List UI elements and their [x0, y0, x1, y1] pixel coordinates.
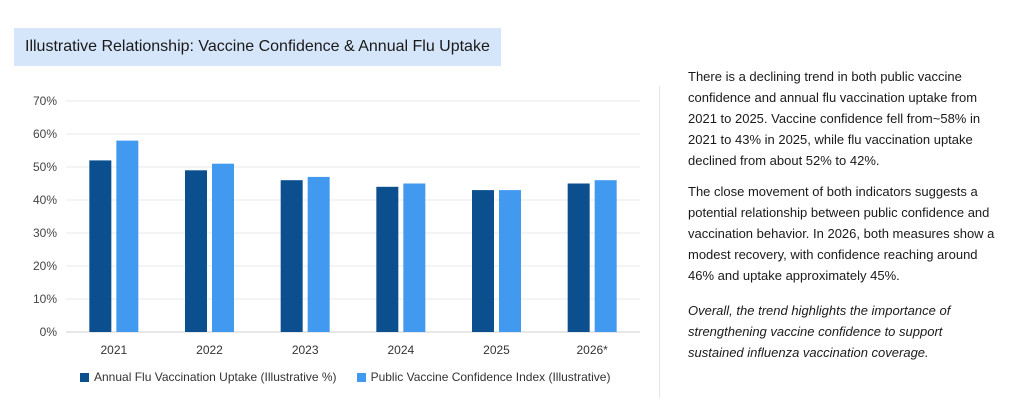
summary-paragraph-3: Overall, the trend highlights the import…	[688, 303, 951, 360]
summary-paragraph-1: There is a declining trend in both publi…	[688, 69, 981, 168]
bar-uptake-2021	[89, 160, 112, 332]
x-tick-label: 2025	[483, 343, 510, 357]
bar-confidence-2022	[212, 163, 234, 332]
legend-item-confidence: Public Vaccine Confidence Index (Illustr…	[356, 370, 611, 384]
y-tick-label: 50%	[33, 160, 57, 174]
bar-chart: 0% 10% 20% 30% 40% 50% 60% 70% 2021 2022 2023 2024 2…	[33, 94, 640, 357]
summary-text-panel: There is a declining trend in both publi…	[688, 66, 998, 373]
legend-label-uptake: Annual Flu Vaccination Uptake (Illustrat…	[94, 370, 337, 384]
bar-uptake-2024	[376, 186, 399, 332]
y-tick-label: 10%	[33, 292, 57, 306]
bar-confidence-2026	[594, 180, 617, 332]
legend-swatch-uptake	[80, 372, 89, 382]
chart-legend: Annual Flu Vaccination Uptake (Illustrat…	[80, 370, 630, 384]
bar-confidence-2023	[307, 176, 330, 332]
summary-paragraph-2: The close movement of both indicators su…	[688, 184, 995, 283]
panel-divider	[659, 86, 660, 398]
bar-confidence-2024	[403, 183, 426, 332]
bar-confidence-2021	[116, 140, 139, 332]
y-tick-label: 40%	[33, 193, 57, 207]
bar-uptake-2022	[185, 170, 207, 332]
x-tick-label: 2021	[100, 343, 127, 357]
y-tick-label: 60%	[33, 127, 57, 141]
bar-confidence-2025	[499, 190, 521, 332]
y-tick-label: 30%	[33, 226, 57, 240]
chart-title: Illustrative Relationship: Vaccine Confi…	[25, 38, 490, 55]
x-tick-label: 2026*	[576, 343, 608, 357]
bar-uptake-2023	[280, 180, 303, 332]
bar-uptake-2026	[567, 183, 590, 332]
legend-swatch-confidence	[356, 372, 366, 382]
chart-title-banner: Illustrative Relationship: Vaccine Confi…	[14, 28, 501, 66]
bar-uptake-2025	[472, 190, 494, 332]
x-tick-label: 2022	[196, 343, 223, 357]
legend-item-uptake: Annual Flu Vaccination Uptake (Illustrat…	[80, 370, 337, 384]
x-tick-label: 2024	[387, 343, 414, 357]
y-tick-label: 70%	[33, 94, 57, 108]
legend-label-confidence: Public Vaccine Confidence Index (Illustr…	[370, 370, 611, 384]
y-tick-label: 0%	[40, 325, 58, 339]
x-tick-label: 2023	[292, 343, 319, 357]
y-tick-label: 20%	[33, 259, 57, 273]
